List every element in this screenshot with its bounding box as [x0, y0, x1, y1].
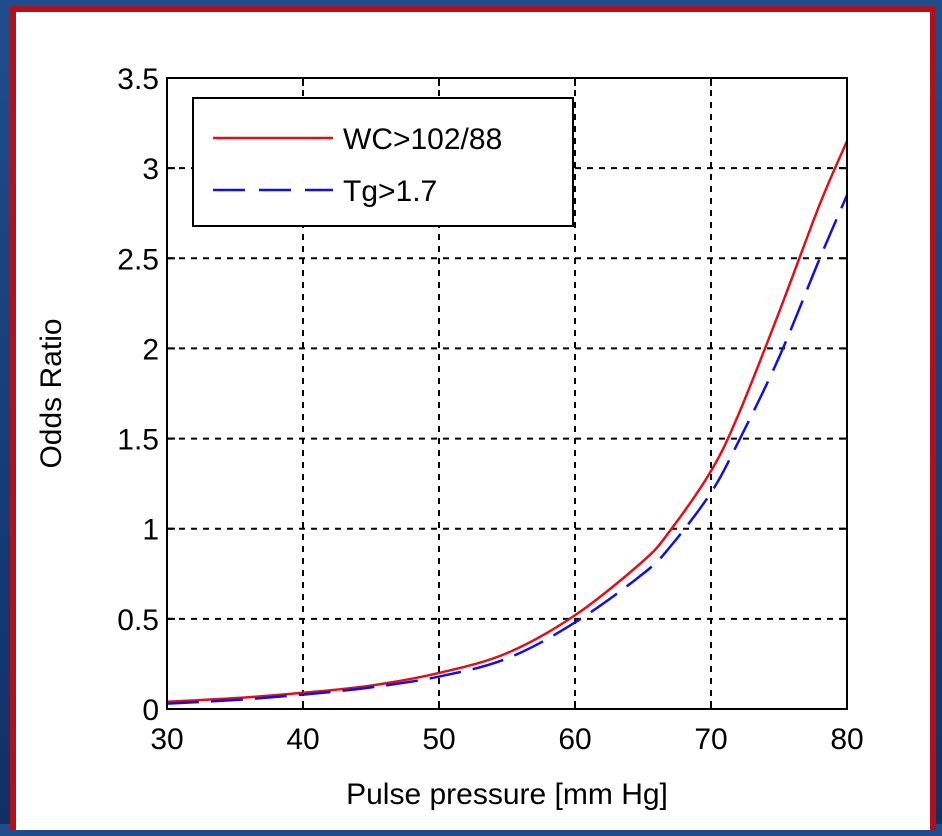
x-tick-label: 80 [830, 723, 863, 756]
x-axis-title: Pulse pressure [mm Hg] [346, 778, 668, 811]
y-tick-label: 3 [142, 153, 159, 186]
y-tick-label: 1.5 [117, 424, 159, 457]
series-line-0 [166, 140, 849, 704]
legend-box [192, 97, 574, 227]
series-line-1 [166, 194, 849, 705]
y-tick-label: 2.5 [117, 243, 159, 276]
y-tick-label: 1 [142, 514, 159, 547]
line-chart: 30 40 50 60 70 80 0 0.5 1 1.5 2 2.5 3 3.5 Pulse press… [35, 63, 864, 811]
x-tick-label: 50 [422, 723, 455, 756]
x-tick-label: 70 [694, 723, 727, 756]
legend-label-wc: WC>102/88 [343, 123, 502, 156]
series-lines [166, 140, 849, 705]
y-axis-title: Odds Ratio [35, 318, 68, 468]
x-tick-label: 40 [286, 723, 319, 756]
y-tick-label: 3.5 [117, 63, 159, 96]
x-tick-label: 60 [558, 723, 591, 756]
y-tick-label: 0 [142, 694, 159, 727]
x-tick-label: 30 [150, 723, 183, 756]
chart-panel: 30 40 50 60 70 80 0 0.5 1 1.5 2 2.5 3 3.5 Pulse press… [10, 6, 936, 830]
grid [167, 78, 847, 709]
y-tick-label: 2 [142, 333, 159, 366]
legend-label-tg: Tg>1.7 [343, 175, 437, 208]
plot-frame [166, 77, 848, 710]
y-tick-label: 0.5 [117, 604, 159, 637]
legend: WC>102/88 Tg>1.7 [192, 97, 574, 227]
ticks: 30 40 50 60 70 80 0 0.5 1 1.5 2 2.5 3 3.5 [117, 63, 863, 756]
